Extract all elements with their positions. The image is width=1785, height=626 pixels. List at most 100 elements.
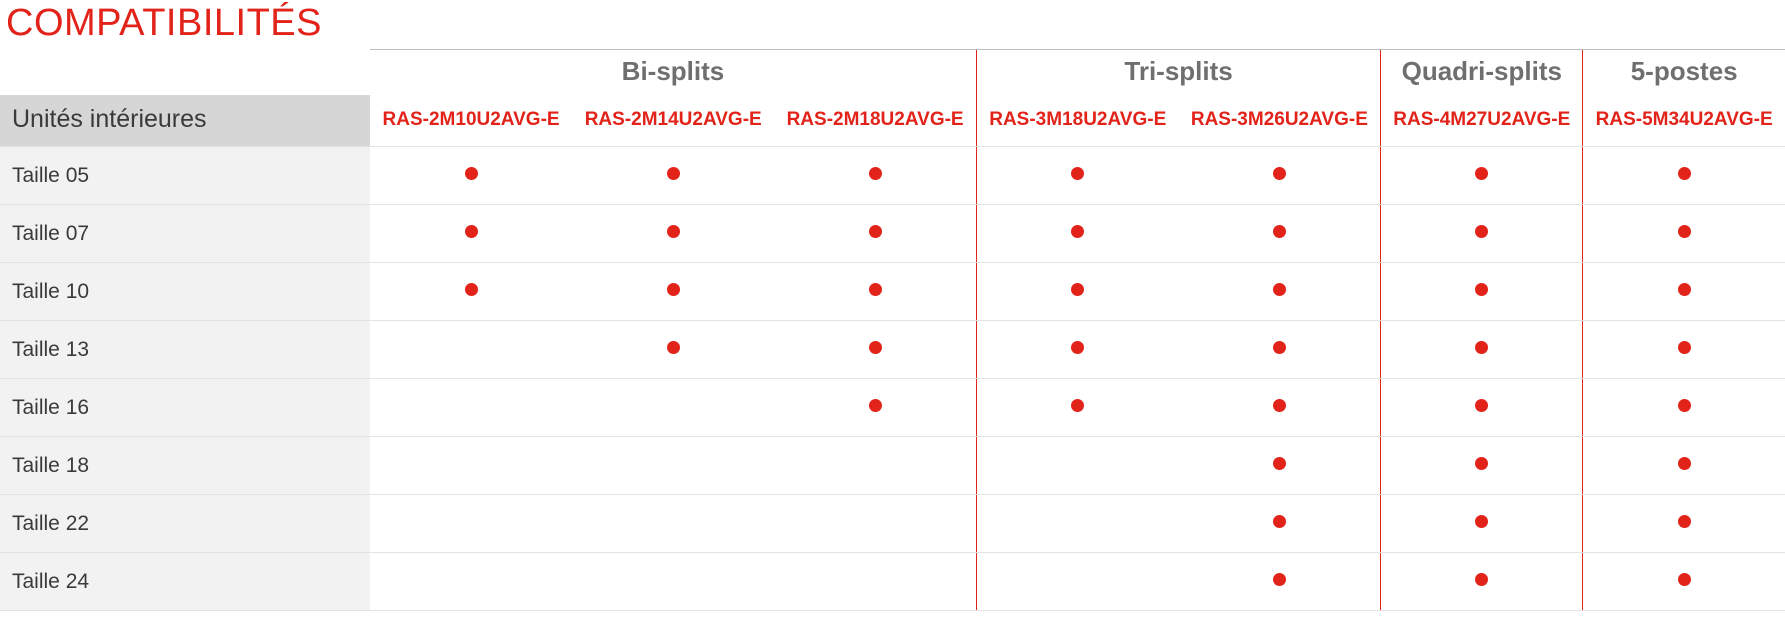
dot-icon bbox=[1678, 457, 1691, 470]
dot-icon bbox=[1475, 399, 1488, 412]
compat-cell bbox=[1179, 437, 1381, 495]
compat-cell bbox=[1583, 205, 1785, 263]
dot-icon bbox=[869, 341, 882, 354]
dot-icon bbox=[1678, 399, 1691, 412]
dot-icon bbox=[1678, 167, 1691, 180]
compat-cell bbox=[1583, 495, 1785, 553]
column-header: RAS-3M26U2AVG-E bbox=[1179, 95, 1381, 147]
dot-icon bbox=[1273, 167, 1286, 180]
compat-cell bbox=[1179, 321, 1381, 379]
compat-cell bbox=[1381, 147, 1583, 205]
compat-cell bbox=[370, 437, 572, 495]
compat-cell bbox=[370, 321, 572, 379]
dot-icon bbox=[1273, 515, 1286, 528]
compat-cell bbox=[976, 321, 1178, 379]
column-header: RAS-4M27U2AVG-E bbox=[1381, 95, 1583, 147]
compat-cell bbox=[774, 205, 976, 263]
compat-cell bbox=[572, 205, 774, 263]
dot-icon bbox=[465, 167, 478, 180]
compat-cell bbox=[370, 263, 572, 321]
dot-icon bbox=[1273, 225, 1286, 238]
dot-icon bbox=[1475, 515, 1488, 528]
compat-cell bbox=[1583, 147, 1785, 205]
table-row: Taille 13 bbox=[0, 321, 1785, 379]
table-row: Taille 10 bbox=[0, 263, 1785, 321]
dot-icon bbox=[1273, 341, 1286, 354]
compat-cell bbox=[1583, 553, 1785, 611]
column-header: RAS-5M34U2AVG-E bbox=[1583, 95, 1785, 147]
dot-icon bbox=[869, 399, 882, 412]
compat-cell bbox=[976, 147, 1178, 205]
dot-icon bbox=[1071, 225, 1084, 238]
table-row: Taille 24 bbox=[0, 553, 1785, 611]
compat-cell bbox=[572, 263, 774, 321]
column-header: RAS-2M14U2AVG-E bbox=[572, 95, 774, 147]
row-label: Taille 16 bbox=[0, 379, 370, 437]
compat-cell bbox=[1179, 495, 1381, 553]
dot-icon bbox=[869, 283, 882, 296]
compat-cell bbox=[774, 437, 976, 495]
compat-cell bbox=[976, 263, 1178, 321]
dot-icon bbox=[1071, 399, 1084, 412]
compat-cell bbox=[976, 379, 1178, 437]
dot-icon bbox=[1678, 515, 1691, 528]
compat-cell bbox=[774, 263, 976, 321]
table-row: Taille 07 bbox=[0, 205, 1785, 263]
compat-cell bbox=[1381, 437, 1583, 495]
compat-cell bbox=[976, 437, 1178, 495]
table-row: Taille 05 bbox=[0, 147, 1785, 205]
compat-cell bbox=[572, 553, 774, 611]
compat-cell bbox=[1179, 205, 1381, 263]
compat-cell bbox=[774, 321, 976, 379]
compat-cell bbox=[1381, 205, 1583, 263]
group-header: Tri-splits bbox=[976, 50, 1380, 96]
compat-cell bbox=[370, 379, 572, 437]
compat-cell bbox=[976, 495, 1178, 553]
group-header: 5-postes bbox=[1583, 50, 1785, 96]
dot-icon bbox=[465, 283, 478, 296]
compat-cell bbox=[572, 379, 774, 437]
compat-cell bbox=[1381, 321, 1583, 379]
dot-icon bbox=[667, 225, 680, 238]
dot-icon bbox=[1273, 283, 1286, 296]
compat-cell bbox=[370, 205, 572, 263]
row-header-title: Unités intérieures bbox=[0, 95, 370, 147]
compat-cell bbox=[774, 495, 976, 553]
page-title: COMPATIBILITÉS bbox=[0, 0, 1785, 49]
row-label: Taille 22 bbox=[0, 495, 370, 553]
compat-cell bbox=[1583, 379, 1785, 437]
compat-cell bbox=[976, 553, 1178, 611]
group-header: Quadri-splits bbox=[1381, 50, 1583, 96]
dot-icon bbox=[1475, 341, 1488, 354]
dot-icon bbox=[465, 225, 478, 238]
compat-cell bbox=[572, 147, 774, 205]
dot-icon bbox=[1071, 341, 1084, 354]
table-row: Taille 18 bbox=[0, 437, 1785, 495]
row-label: Taille 07 bbox=[0, 205, 370, 263]
compat-table: Bi-splitsTri-splitsQuadri-splits5-postes… bbox=[0, 49, 1785, 611]
column-header: RAS-3M18U2AVG-E bbox=[976, 95, 1178, 147]
column-header: RAS-2M18U2AVG-E bbox=[774, 95, 976, 147]
compat-cell bbox=[370, 553, 572, 611]
dot-icon bbox=[1678, 341, 1691, 354]
compat-cell bbox=[774, 379, 976, 437]
dot-icon bbox=[1475, 573, 1488, 586]
compat-cell bbox=[370, 495, 572, 553]
table-row: Taille 22 bbox=[0, 495, 1785, 553]
group-header: Bi-splits bbox=[370, 50, 976, 96]
compat-cell bbox=[1381, 553, 1583, 611]
compat-cell bbox=[1381, 379, 1583, 437]
table-row: Taille 16 bbox=[0, 379, 1785, 437]
compat-cell bbox=[1583, 263, 1785, 321]
compat-cell bbox=[774, 147, 976, 205]
compat-cell bbox=[572, 495, 774, 553]
dot-icon bbox=[1678, 573, 1691, 586]
dot-icon bbox=[1475, 457, 1488, 470]
dot-icon bbox=[869, 167, 882, 180]
dot-icon bbox=[869, 225, 882, 238]
dot-icon bbox=[1678, 283, 1691, 296]
dot-icon bbox=[667, 283, 680, 296]
dot-icon bbox=[667, 341, 680, 354]
row-label: Taille 13 bbox=[0, 321, 370, 379]
compat-cell bbox=[572, 321, 774, 379]
